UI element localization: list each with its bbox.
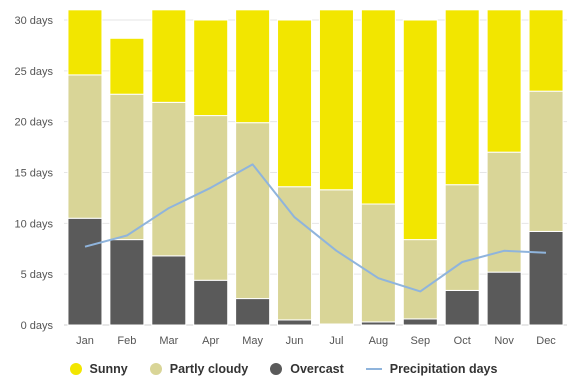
- bar-partly-cloudy[interactable]: [402, 239, 438, 320]
- x-tick-label: Aug: [369, 335, 389, 347]
- y-tick-label: 15 days: [14, 168, 53, 180]
- legend-item-precipitation-days[interactable]: Precipitation days: [365, 362, 498, 376]
- bar-sunny[interactable]: [402, 19, 438, 241]
- legend-sunny-symbol: [69, 363, 82, 375]
- bar-overcast[interactable]: [235, 298, 271, 326]
- bar-sunny[interactable]: [277, 19, 313, 188]
- precipitation-line[interactable]: [84, 163, 547, 293]
- y-tick-label: 5 days: [21, 269, 54, 281]
- x-tick-label: Sep: [411, 335, 431, 347]
- legend-precipitation-symbol: [365, 368, 382, 370]
- bar-sunny[interactable]: [528, 9, 564, 92]
- legend-item-sunny[interactable]: Sunny: [69, 362, 128, 376]
- bars: [67, 9, 564, 326]
- bar-overcast[interactable]: [109, 239, 145, 326]
- bar-sunny[interactable]: [444, 9, 480, 186]
- y-tick-label: 20 days: [14, 117, 53, 129]
- x-tick-label: Jun: [286, 335, 304, 347]
- bar-partly-cloudy[interactable]: [67, 74, 103, 219]
- legend-item-partly-cloudy[interactable]: Partly cloudy: [149, 362, 249, 376]
- bar-sunny[interactable]: [151, 9, 187, 103]
- bar-overcast[interactable]: [193, 279, 229, 326]
- bar-partly-cloudy[interactable]: [109, 93, 145, 241]
- bar-partly-cloudy[interactable]: [193, 115, 229, 281]
- bar-sunny[interactable]: [318, 9, 354, 191]
- bar-partly-cloudy[interactable]: [277, 186, 313, 321]
- grid: [64, 19, 567, 326]
- legend-item-overcast[interactable]: Overcast: [270, 362, 344, 376]
- x-tick-label: Jan: [76, 335, 94, 347]
- bar-partly-cloudy[interactable]: [235, 122, 271, 300]
- bar-partly-cloudy[interactable]: [528, 90, 564, 232]
- bar-overcast[interactable]: [402, 318, 438, 326]
- bar-partly-cloudy[interactable]: [318, 189, 354, 325]
- bar-sunny[interactable]: [109, 37, 145, 95]
- bar-overcast[interactable]: [486, 271, 522, 326]
- bar-sunny[interactable]: [360, 9, 396, 205]
- y-axis: 0 days 5 days 10 days 15 days 20 days 25 days…: [14, 15, 53, 332]
- legend-precipitation-label: Precipitation days: [389, 362, 498, 376]
- bar-overcast[interactable]: [151, 255, 187, 326]
- bar-overcast[interactable]: [277, 319, 313, 326]
- bar-sunny[interactable]: [67, 9, 103, 76]
- y-tick-label: 10 days: [14, 218, 53, 230]
- x-tick-label: Apr: [202, 335, 219, 347]
- bar-partly-cloudy[interactable]: [360, 203, 396, 323]
- bar-sunny[interactable]: [486, 9, 522, 153]
- bar-overcast[interactable]: [67, 217, 103, 326]
- x-tick-label: Mar: [159, 335, 178, 347]
- legend-overcast-label: Overcast: [290, 362, 344, 376]
- legend-partly-cloudy-label: Partly cloudy: [169, 362, 249, 376]
- bar-sunny[interactable]: [193, 19, 229, 117]
- legend: Sunny Partly cloudy Overcast Precipitati…: [0, 361, 567, 377]
- y-tick-label: 25 days: [14, 66, 53, 78]
- legend-partly-cloudy-symbol: [149, 363, 162, 375]
- precipitation-line-group: [84, 163, 547, 293]
- legend-overcast-symbol: [270, 363, 283, 375]
- x-tick-label: Nov: [494, 335, 514, 347]
- x-tick-label: Oct: [454, 335, 471, 347]
- bar-overcast[interactable]: [528, 230, 564, 326]
- x-tick-label: May: [242, 335, 263, 347]
- bar-partly-cloudy[interactable]: [151, 101, 187, 257]
- x-axis: Jan Feb Mar Apr May Jun Jul Aug Sep Oct Nov Dec: [76, 335, 556, 347]
- y-tick-label: 30 days: [14, 15, 53, 27]
- bar-overcast[interactable]: [444, 289, 480, 326]
- x-tick-label: Dec: [536, 335, 556, 347]
- bar-partly-cloudy[interactable]: [444, 184, 480, 291]
- legend-sunny-label: Sunny: [89, 362, 128, 376]
- x-tick-label: Jul: [329, 335, 343, 347]
- y-tick-label: 0 days: [21, 320, 54, 332]
- x-tick-label: Feb: [117, 335, 136, 347]
- bar-sunny[interactable]: [235, 9, 271, 124]
